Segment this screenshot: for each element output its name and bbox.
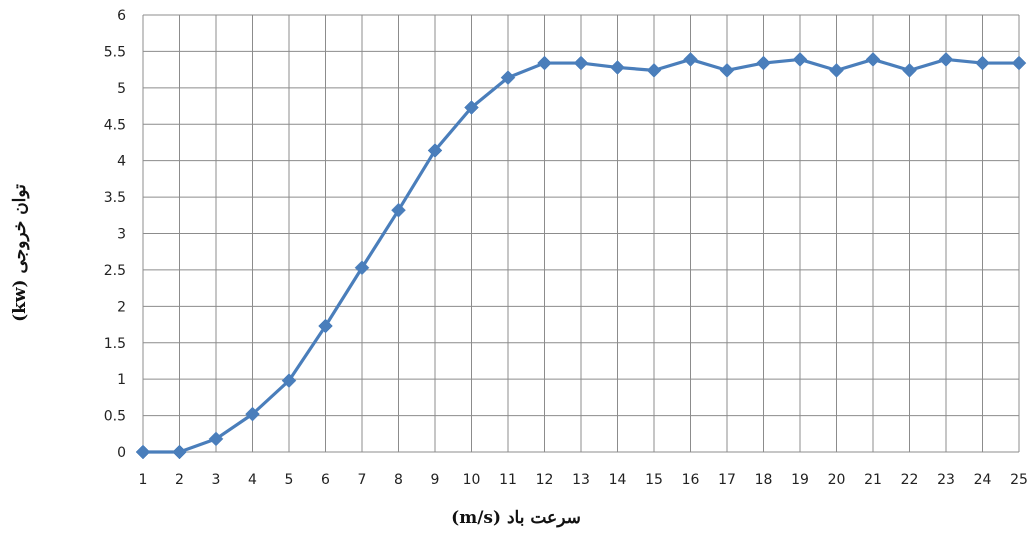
- data-point-marker: [537, 55, 552, 71]
- x-tick-label: 14: [609, 472, 627, 488]
- y-tick-label: 4.5: [104, 117, 126, 133]
- data-point-marker: [756, 55, 771, 71]
- data-point-marker: [792, 52, 808, 67]
- x-tick-label: 17: [718, 472, 736, 488]
- data-point-marker: [135, 444, 151, 460]
- data-point-marker: [318, 318, 333, 334]
- x-tick-label: 23: [937, 472, 955, 488]
- data-point-marker: [646, 62, 662, 78]
- x-tick-label: 10: [463, 472, 481, 488]
- y-tick-label: 4: [117, 154, 126, 170]
- data-point-marker: [1011, 55, 1027, 71]
- y-tick-label: 1: [117, 372, 126, 388]
- y-tick-label: 1.5: [104, 336, 126, 352]
- y-tick-label: 2.5: [104, 263, 126, 279]
- data-point-marker: [865, 52, 881, 67]
- data-point-marker: [573, 55, 589, 71]
- x-axis-label: سرعت باد (m/s): [451, 508, 581, 528]
- data-point-marker: [829, 62, 844, 78]
- x-tick-label: 3: [212, 472, 221, 488]
- x-tick-label: 15: [645, 472, 663, 488]
- data-point-marker: [427, 143, 443, 158]
- data-point-marker: [391, 202, 406, 218]
- x-tick-label: 4: [248, 472, 257, 488]
- data-point-marker: [172, 444, 187, 460]
- x-tick-label: 2: [175, 472, 184, 488]
- x-tick-label: 8: [394, 472, 403, 488]
- data-point-marker: [938, 52, 954, 67]
- x-tick-label: 24: [974, 472, 992, 488]
- data-point-marker: [902, 62, 917, 78]
- data-point-marker: [683, 52, 698, 67]
- x-tick-label: 19: [791, 472, 809, 488]
- y-tick-label: 3: [117, 227, 126, 243]
- data-point-marker: [719, 62, 735, 78]
- data-point-marker: [464, 100, 479, 115]
- y-tick-label: 2: [117, 299, 126, 315]
- y-tick-labels: 0 0.5 1 1.5 2 2.5 3 3.5 4 4.5 5 5.5 6: [104, 8, 126, 461]
- data-point-marker: [500, 70, 516, 85]
- x-tick-label: 6: [321, 472, 330, 488]
- x-tick-label: 25: [1010, 472, 1028, 488]
- data-point-marker: [975, 55, 990, 71]
- data-point-marker: [245, 406, 260, 422]
- y-axis-label: توان خروجی (kw): [10, 184, 30, 322]
- y-tick-label: 3.5: [104, 190, 126, 206]
- y-tick-label: 0: [117, 445, 126, 461]
- y-tick-label: 0.5: [104, 409, 126, 425]
- x-tick-labels: 1 2 3 4 5 6 7 8 9 10 11 12 13 14 15 16 17 18 19 20 21 22 23 24 2…: [139, 472, 1028, 488]
- y-tick-label: 5: [117, 81, 126, 97]
- x-tick-label: 5: [285, 472, 294, 488]
- y-tick-label: 5.5: [104, 44, 126, 60]
- data-point-marker: [281, 373, 297, 388]
- series-group: [135, 52, 1027, 460]
- x-tick-label: 13: [572, 472, 590, 488]
- x-tick-label: 7: [358, 472, 367, 488]
- x-tick-label: 16: [682, 472, 700, 488]
- x-tick-label: 9: [431, 472, 440, 488]
- x-tick-label: 20: [828, 472, 846, 488]
- x-tick-label: 11: [499, 472, 517, 488]
- data-point-marker: [208, 431, 224, 447]
- data-point-marker: [354, 260, 370, 276]
- x-tick-label: 1: [139, 472, 148, 488]
- data-point-marker: [610, 60, 625, 75]
- x-tick-label: 18: [755, 472, 773, 488]
- y-tick-label: 6: [117, 8, 126, 24]
- x-tick-label: 12: [536, 472, 554, 488]
- x-tick-label: 21: [864, 472, 882, 488]
- x-tick-label: 22: [901, 472, 919, 488]
